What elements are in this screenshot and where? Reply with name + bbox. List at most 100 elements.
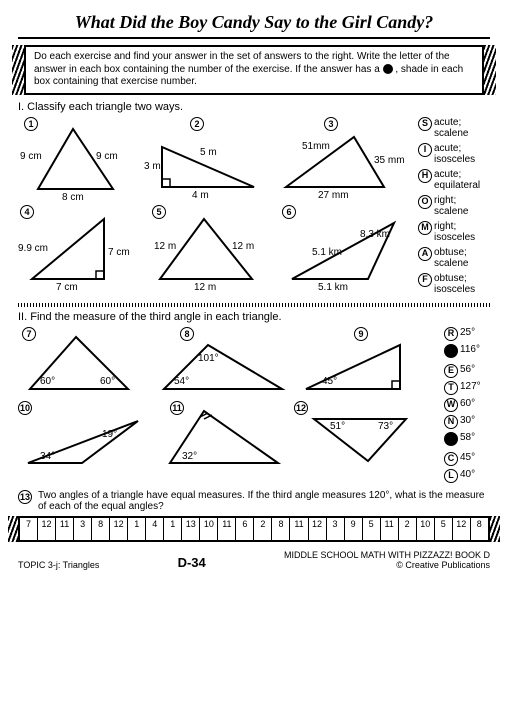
answer-cell: 3 [327,518,345,540]
answer-text: obtuse; isosceles [434,273,490,295]
answer-text: acute; equilateral [434,169,490,191]
angle-label: 45° [322,376,337,387]
triangle-4: 4 9.9 cm 7 cm 7 cm [18,205,144,297]
angle-label: 54° [174,376,189,387]
answer-text: acute; isosceles [434,143,490,165]
answer-text: right; scalene [434,195,490,217]
answer-option: Hacute; equilateral [418,169,490,191]
exercise-number-7: 7 [22,327,36,341]
side-label: 8.3 km [360,229,390,240]
answer-text: acute; scalene [434,117,490,139]
answer-option: Fobtuse; isosceles [418,273,490,295]
answer-text: 127° [460,381,481,392]
answer-letter: A [418,247,432,261]
answer-letter: I [418,143,432,157]
answer-option: 116° [444,344,490,361]
answer-cell: 11 [381,518,399,540]
filled-dot-icon [383,64,393,74]
footer-topic: TOPIC 3-j: Triangles [18,560,99,570]
answer-option: C45° [444,452,490,466]
answer-option: L40° [444,469,490,483]
answer-cell: 1 [128,518,146,540]
answer-text: 40° [460,469,475,480]
page-footer: TOPIC 3-j: Triangles D-34 MIDDLE SCHOOL … [18,550,490,570]
answer-letter: R [444,327,458,341]
side-label: 12 m [232,241,254,252]
answer-cell: 11 [218,518,236,540]
answer-cell: 3 [74,518,92,540]
exercise-number-10: 10 [18,401,32,415]
answer-letter: L [444,469,458,483]
exercise-number-9: 9 [354,327,368,341]
side-label: 5.1 km [318,282,348,293]
side-label: 5.1 km [312,247,342,258]
side-label: 12 m [154,241,176,252]
answer-letter: W [444,398,458,412]
answer-text: 60° [460,398,475,409]
answer-cell: 1 [164,518,182,540]
side-label: 35 mm [374,155,405,166]
answer-cell: 10 [200,518,218,540]
side-label: 27 mm [318,190,349,201]
answer-cell: 2 [254,518,272,540]
angle-label: 32° [182,451,197,462]
triangle-6: 6 8.3 km 5.1 km 5.1 km [274,205,412,297]
triangle-3: 3 51mm 35 mm 27 mm [274,117,412,205]
angle-label: 51° [330,421,345,432]
answer-cell: 12 [309,518,327,540]
answer-option: Iacute; isosceles [418,143,490,165]
page-number: D-34 [178,555,206,570]
answer-option: Oright; scalene [418,195,490,217]
exercise-number-12: 12 [294,401,308,415]
side-label: 51mm [302,141,330,152]
page-title: What Did the Boy Candy Say to the Girl C… [18,12,490,39]
side-label: 9.9 cm [18,243,48,254]
triangle-5: 5 12 m 12 m 12 m [144,205,274,297]
answer-letter: M [418,221,432,235]
exercise-number-3: 3 [324,117,338,131]
exercise-number-2: 2 [190,117,204,131]
side-label: 9 cm [20,151,42,162]
exercise-number-11: 11 [170,401,184,415]
side-label: 7 cm [56,282,78,293]
answer-option: T127° [444,381,490,395]
instructions-box: Do each exercise and find your answer in… [24,45,484,95]
answer-text: 116° [460,344,480,355]
answers-column-2: R25°116°E56°T127°W60°N30°58°C45°L40° [444,327,490,486]
exercise-number-13: 13 [18,490,32,504]
answer-text: 45° [460,452,475,463]
answer-text: 56° [460,364,475,375]
answer-cell: 7 [20,518,38,540]
answer-cell: 11 [290,518,308,540]
angle-label: 60° [100,376,115,387]
answer-cell: 4 [146,518,164,540]
answer-cell: 2 [399,518,417,540]
side-label: 3 m [144,161,161,172]
triangle-2: 2 5 m 3 m 4 m [144,117,274,205]
answer-letter: S [418,117,432,131]
side-label: 7 cm [108,247,130,258]
answer-option: N30° [444,415,490,429]
section-1-heading: I. Classify each triangle two ways. [18,101,490,113]
answer-letter: F [418,273,432,287]
angle-label: 34° [40,451,55,462]
footer-copyright: © Creative Publications [396,560,490,570]
answer-letter: N [444,415,458,429]
answer-letter: T [444,381,458,395]
triangle-11: 11 32° [154,401,294,473]
section-2-heading: II. Find the measure of the third angle … [18,311,490,323]
section-2: 7 60° 60° 8 101° 54° 9 45° 10 [18,327,490,486]
side-label: 9 cm [96,151,118,162]
question-13-text: Two angles of a triangle have equal meas… [38,490,490,512]
answer-letter: C [444,452,458,466]
triangle-12: 12 51° 73° [294,401,424,473]
answer-option: R25° [444,327,490,341]
answer-cell: 8 [272,518,290,540]
answer-option: Sacute; scalene [418,117,490,139]
answer-cell: 10 [417,518,435,540]
answer-cell: 8 [92,518,110,540]
answers-column-1: Sacute; scaleneIacute; isoscelesHacute; … [418,117,490,299]
section-divider [18,303,490,307]
side-label: 4 m [192,190,209,201]
triangle-10: 10 19° 34° [18,401,154,473]
